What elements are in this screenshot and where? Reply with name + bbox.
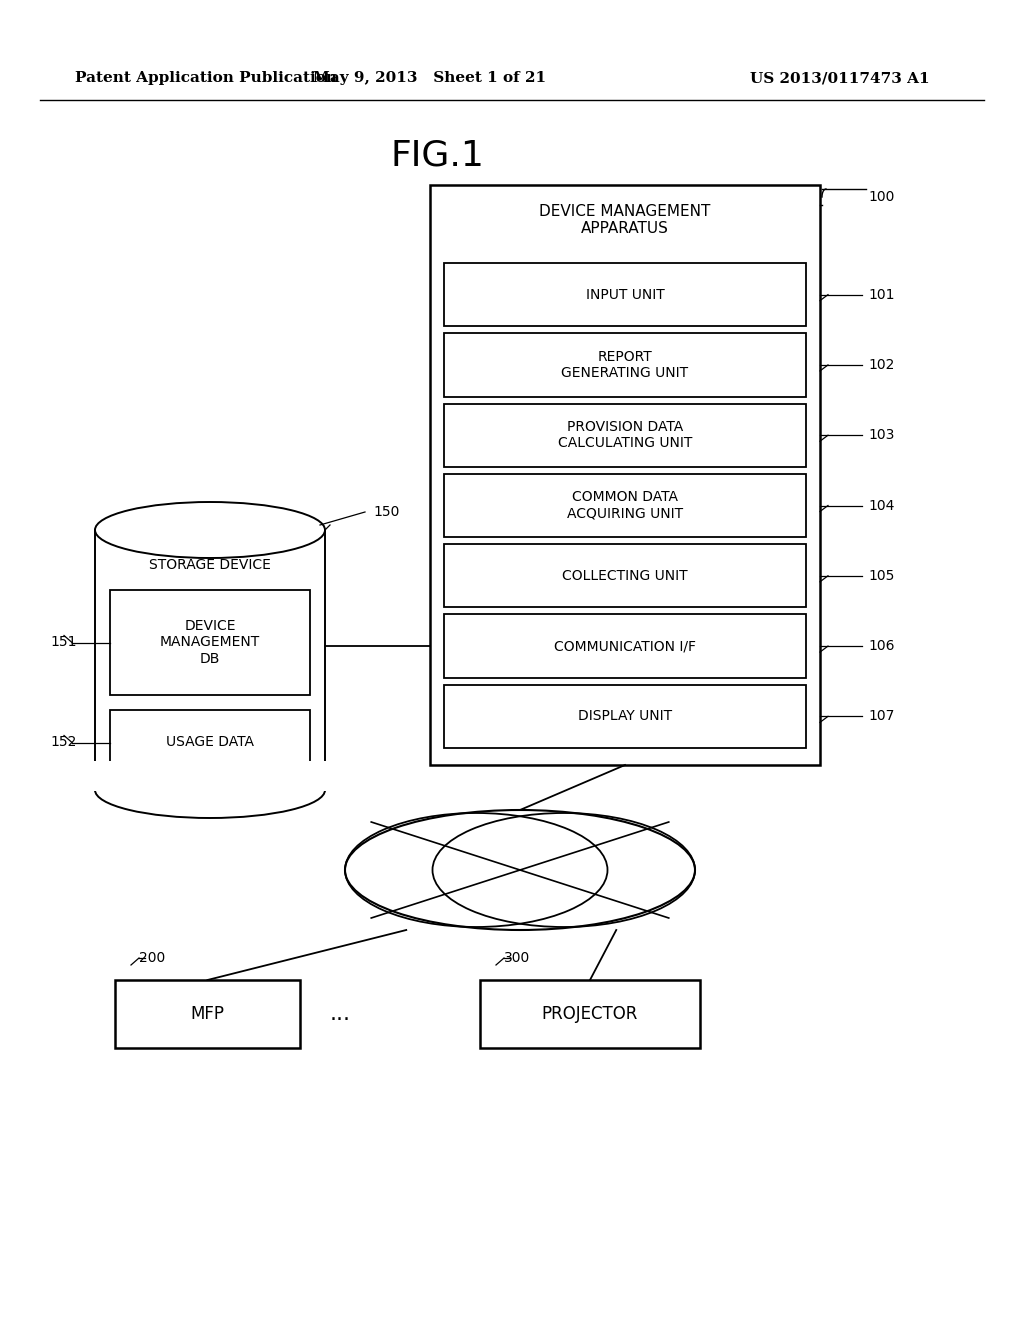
- Text: 150: 150: [373, 506, 399, 519]
- Bar: [115, 979, 300, 1048]
- Bar: [444, 544, 806, 607]
- Text: 105: 105: [868, 569, 894, 583]
- Bar: [110, 710, 310, 775]
- Ellipse shape: [345, 810, 695, 931]
- Bar: [110, 590, 310, 696]
- Text: PROJECTOR: PROJECTOR: [542, 1005, 638, 1023]
- Text: DISPLAY UNIT: DISPLAY UNIT: [578, 709, 672, 723]
- Bar: [430, 185, 820, 766]
- Text: INPUT UNIT: INPUT UNIT: [586, 288, 665, 302]
- Text: USAGE DATA: USAGE DATA: [166, 735, 254, 750]
- Text: May 9, 2013   Sheet 1 of 21: May 9, 2013 Sheet 1 of 21: [313, 71, 547, 84]
- Text: COMMUNICATION I/F: COMMUNICATION I/F: [554, 639, 696, 653]
- Bar: [480, 979, 700, 1048]
- Text: FIG.1: FIG.1: [390, 139, 484, 172]
- Text: PROVISION DATA
CALCULATING UNIT: PROVISION DATA CALCULATING UNIT: [558, 420, 692, 450]
- Text: DEVICE
MANAGEMENT
DB: DEVICE MANAGEMENT DB: [160, 619, 260, 665]
- Text: 100: 100: [868, 190, 894, 205]
- Text: 106: 106: [868, 639, 895, 653]
- Text: 101: 101: [868, 288, 895, 302]
- Text: 151: 151: [50, 635, 77, 649]
- Text: 300: 300: [504, 950, 530, 965]
- Bar: [94, 762, 326, 791]
- Text: 103: 103: [868, 428, 894, 442]
- Text: 152: 152: [50, 735, 77, 750]
- Bar: [444, 685, 806, 748]
- Bar: [444, 263, 806, 326]
- Text: US 2013/0117473 A1: US 2013/0117473 A1: [750, 71, 930, 84]
- Text: MFP: MFP: [190, 1005, 224, 1023]
- Text: 107: 107: [868, 709, 894, 723]
- Bar: [444, 474, 806, 537]
- Text: 104: 104: [868, 499, 894, 512]
- Bar: [444, 614, 806, 677]
- Bar: [444, 404, 806, 467]
- Text: REPORT
GENERATING UNIT: REPORT GENERATING UNIT: [561, 350, 688, 380]
- Text: COLLECTING UNIT: COLLECTING UNIT: [562, 569, 688, 583]
- Text: ...: ...: [330, 1005, 351, 1024]
- Ellipse shape: [95, 502, 325, 558]
- Text: 200: 200: [139, 950, 165, 965]
- Bar: [444, 333, 806, 396]
- Ellipse shape: [95, 762, 325, 818]
- Text: DEVICE MANAGEMENT
APPARATUS: DEVICE MANAGEMENT APPARATUS: [540, 203, 711, 236]
- Text: STORAGE DEVICE: STORAGE DEVICE: [150, 558, 271, 572]
- Text: 102: 102: [868, 358, 894, 372]
- Text: COMMON DATA
ACQUIRING UNIT: COMMON DATA ACQUIRING UNIT: [567, 491, 683, 520]
- Text: Patent Application Publication: Patent Application Publication: [75, 71, 337, 84]
